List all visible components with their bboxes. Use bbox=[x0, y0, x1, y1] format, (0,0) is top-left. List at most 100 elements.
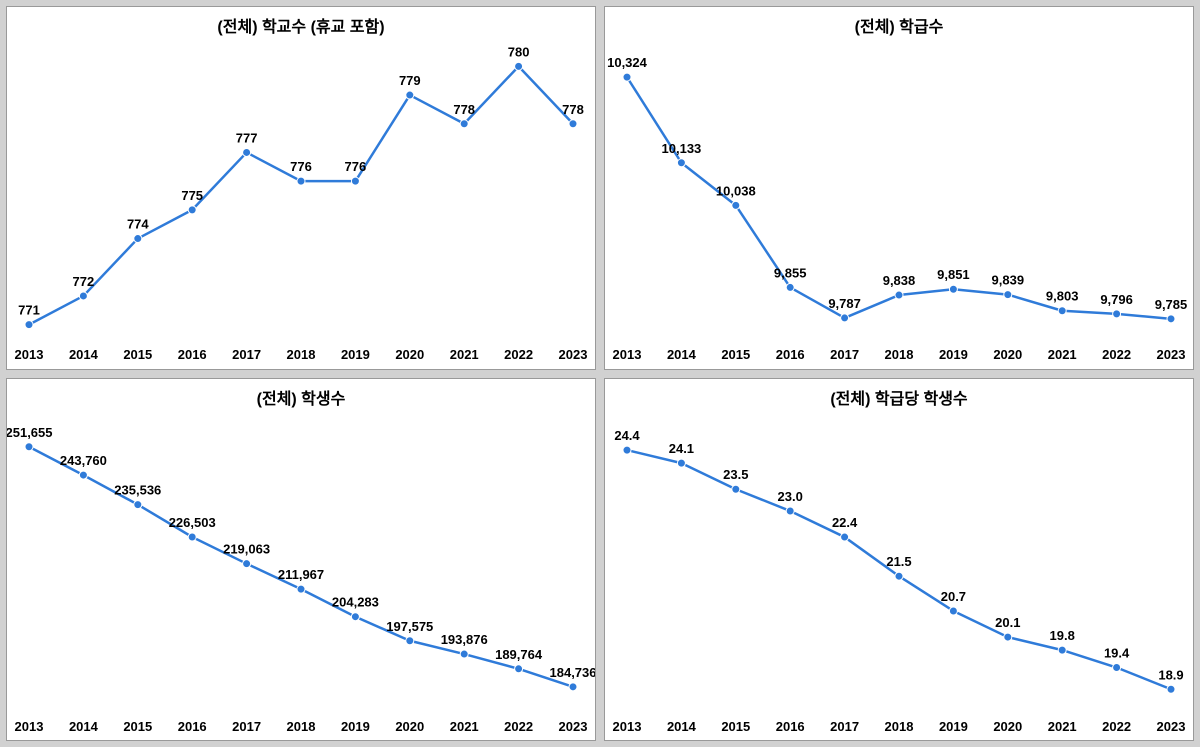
x-axis-label: 2020 bbox=[395, 347, 424, 362]
chart-grid: (전체) 학교수 (휴교 포함) 77120137722014774201577… bbox=[0, 0, 1200, 747]
data-marker bbox=[297, 177, 305, 185]
data-marker bbox=[515, 664, 523, 672]
data-marker bbox=[79, 292, 87, 300]
data-marker bbox=[569, 682, 577, 690]
x-axis-label: 2013 bbox=[613, 347, 642, 362]
data-marker bbox=[677, 459, 685, 467]
data-marker bbox=[243, 559, 251, 567]
value-label: 21.5 bbox=[886, 554, 911, 569]
data-marker bbox=[841, 314, 849, 322]
data-marker bbox=[1167, 315, 1175, 323]
x-axis-label: 2017 bbox=[830, 719, 859, 734]
value-label: 22.4 bbox=[832, 515, 858, 530]
x-axis-label: 2014 bbox=[69, 347, 99, 362]
x-axis-label: 2014 bbox=[69, 719, 99, 734]
x-axis-label: 2020 bbox=[993, 719, 1022, 734]
value-label: 10,038 bbox=[716, 183, 756, 198]
value-label: 779 bbox=[399, 73, 421, 88]
chart-line bbox=[627, 450, 1171, 689]
value-label: 9,838 bbox=[883, 273, 916, 288]
data-marker bbox=[732, 485, 740, 493]
data-marker bbox=[25, 321, 33, 329]
value-label: 219,063 bbox=[223, 541, 270, 556]
x-axis-label: 2018 bbox=[287, 719, 316, 734]
panel-classes: (전체) 학급수 10,324201310,133201410,03820159… bbox=[604, 6, 1194, 370]
data-marker bbox=[1004, 291, 1012, 299]
data-marker bbox=[188, 206, 196, 214]
x-axis-label: 2019 bbox=[341, 347, 370, 362]
x-axis-label: 2022 bbox=[1102, 347, 1131, 362]
data-marker bbox=[1113, 310, 1121, 318]
data-marker bbox=[569, 120, 577, 128]
value-label: 204,283 bbox=[332, 594, 379, 609]
x-axis-label: 2015 bbox=[721, 347, 750, 362]
value-label: 10,133 bbox=[662, 141, 702, 156]
value-label: 23.0 bbox=[778, 488, 803, 503]
x-axis-label: 2020 bbox=[395, 719, 424, 734]
x-axis-label: 2018 bbox=[885, 719, 914, 734]
data-marker bbox=[297, 585, 305, 593]
panel-per-class: (전체) 학급당 학생수 24.4201324.1201423.5201523.… bbox=[604, 378, 1194, 742]
data-marker bbox=[1058, 646, 1066, 654]
x-axis-label: 2023 bbox=[1157, 347, 1186, 362]
x-axis-label: 2021 bbox=[1048, 719, 1077, 734]
x-axis-label: 2023 bbox=[559, 719, 588, 734]
value-label: 777 bbox=[236, 130, 258, 145]
data-marker bbox=[949, 285, 957, 293]
data-marker bbox=[623, 446, 631, 454]
panel-schools: (전체) 학교수 (휴교 포함) 77120137722014774201577… bbox=[6, 6, 596, 370]
x-axis-label: 2019 bbox=[341, 719, 370, 734]
x-axis-label: 2016 bbox=[776, 347, 805, 362]
data-marker bbox=[188, 532, 196, 540]
data-marker bbox=[79, 471, 87, 479]
value-label: 184,736 bbox=[550, 664, 596, 679]
data-marker bbox=[949, 606, 957, 614]
x-axis-label: 2013 bbox=[15, 719, 44, 734]
value-label: 9,839 bbox=[992, 273, 1025, 288]
x-axis-label: 2013 bbox=[15, 347, 44, 362]
data-marker bbox=[243, 148, 251, 156]
x-axis-label: 2022 bbox=[504, 347, 533, 362]
x-axis-label: 2018 bbox=[287, 347, 316, 362]
data-marker bbox=[841, 533, 849, 541]
data-marker bbox=[786, 506, 794, 514]
x-axis-label: 2015 bbox=[123, 719, 152, 734]
value-label: 211,967 bbox=[278, 567, 324, 582]
value-label: 771 bbox=[18, 303, 40, 318]
x-axis-label: 2016 bbox=[178, 719, 207, 734]
value-label: 193,876 bbox=[441, 632, 488, 647]
data-marker bbox=[1167, 685, 1175, 693]
value-label: 780 bbox=[508, 44, 530, 59]
value-label: 20.1 bbox=[995, 615, 1020, 630]
value-label: 20.7 bbox=[941, 588, 966, 603]
x-axis-label: 2023 bbox=[1157, 719, 1186, 734]
x-axis-label: 2014 bbox=[667, 719, 697, 734]
x-axis-label: 2016 bbox=[776, 719, 805, 734]
data-marker bbox=[1113, 663, 1121, 671]
data-marker bbox=[460, 650, 468, 658]
panel-students: (전체) 학생수 251,6552013243,7602014235,53620… bbox=[6, 378, 596, 742]
data-marker bbox=[895, 291, 903, 299]
data-marker bbox=[134, 500, 142, 508]
value-label: 9,796 bbox=[1100, 292, 1133, 307]
value-label: 9,803 bbox=[1046, 289, 1079, 304]
value-label: 243,760 bbox=[60, 453, 107, 468]
x-axis-label: 2022 bbox=[1102, 719, 1131, 734]
data-marker bbox=[515, 62, 523, 70]
x-axis-label: 2016 bbox=[178, 347, 207, 362]
x-axis-label: 2021 bbox=[450, 347, 479, 362]
x-axis-label: 2021 bbox=[450, 719, 479, 734]
value-label: 775 bbox=[181, 188, 203, 203]
value-label: 778 bbox=[562, 102, 584, 117]
value-label: 197,575 bbox=[386, 618, 433, 633]
value-label: 19.4 bbox=[1104, 645, 1130, 660]
value-label: 9,855 bbox=[774, 265, 807, 280]
value-label: 774 bbox=[127, 217, 149, 232]
value-label: 9,785 bbox=[1155, 297, 1188, 312]
x-axis-label: 2013 bbox=[613, 719, 642, 734]
data-marker bbox=[895, 572, 903, 580]
x-axis-label: 2014 bbox=[667, 347, 697, 362]
x-axis-label: 2023 bbox=[559, 347, 588, 362]
data-marker bbox=[1058, 307, 1066, 315]
value-label: 9,787 bbox=[828, 296, 861, 311]
